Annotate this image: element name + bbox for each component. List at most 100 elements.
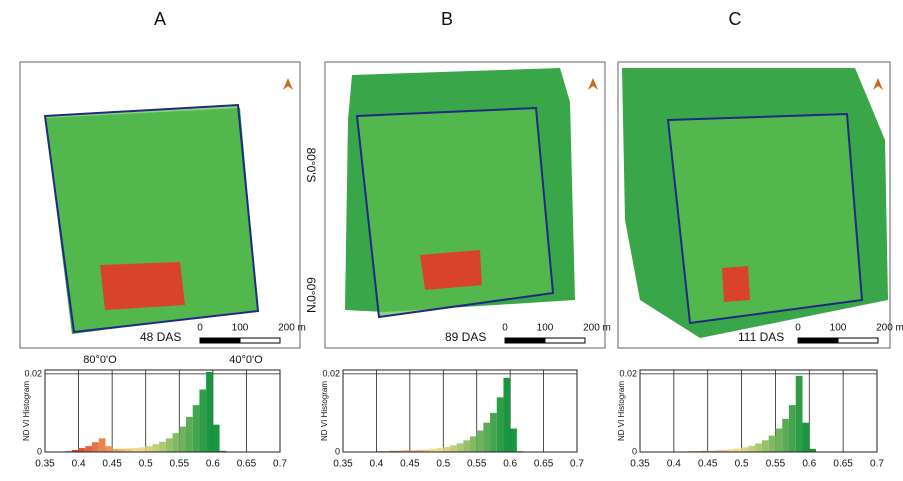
histogram-bar: [212, 424, 220, 452]
stressed-area: [420, 250, 482, 290]
scale-bar: [199, 337, 241, 344]
x-tick-label: 0.45: [698, 459, 718, 470]
histogram-bar: [139, 447, 146, 452]
x-tick-label: 0.45: [102, 459, 122, 470]
x-tick-label: 0.4: [667, 459, 681, 470]
scale-label: 100: [232, 323, 249, 334]
crop-field: [357, 108, 553, 317]
histogram-bar: [389, 450, 397, 452]
plot-frame: [342, 369, 578, 453]
x-tick-label: 0.5: [735, 459, 749, 470]
x-tick-label: 0.7: [273, 459, 287, 470]
histogram-bar: [199, 389, 207, 452]
histogram-bar: [496, 397, 504, 452]
das-label: 48 DAS: [140, 330, 181, 344]
scale-bar: [544, 337, 586, 344]
x-tick-label: 0.35: [333, 459, 353, 470]
lon-label: 80°0'O: [83, 354, 117, 366]
histogram-bar: [118, 448, 126, 452]
crop-field: [45, 105, 258, 332]
histogram-bar: [429, 448, 437, 452]
histogram-bar: [105, 446, 113, 452]
y-axis-label: ND VI Histogram: [320, 381, 329, 441]
x-tick-label: 0.35: [35, 459, 55, 470]
scale-label: 200 m: [583, 323, 611, 334]
das-label: 111 DAS: [738, 330, 784, 344]
lat-label: 60°0'N: [304, 277, 318, 313]
y-tick-label: 0: [632, 446, 637, 456]
histogram-bar: [78, 448, 86, 452]
histogram-bar: [470, 436, 477, 452]
histogram-bar: [449, 445, 457, 452]
x-tick-label: 0.55: [467, 459, 487, 470]
plot-frame: [44, 369, 281, 453]
histogram-bar: [436, 448, 444, 452]
y-tick-label: 0.02: [619, 368, 637, 378]
histogram-bar: [741, 447, 749, 452]
stressed-area: [100, 262, 185, 310]
study-boundary: [355, 106, 555, 319]
histogram-bar: [788, 405, 796, 452]
x-tick-label: 0.6: [503, 459, 517, 470]
histogram-bar: [728, 449, 735, 452]
histogram-bar: [92, 442, 99, 452]
histogram-bar: [490, 412, 497, 452]
study-boundary: [43, 103, 260, 334]
y-axis-label: ND VI Histogram: [22, 381, 31, 441]
y-tick-label: 0: [335, 446, 340, 456]
histogram-bar: [186, 416, 193, 452]
north-arrow: [588, 78, 598, 90]
histogram-bar: [443, 446, 450, 452]
scale-label: 0: [502, 323, 508, 334]
histogram-bar: [159, 441, 166, 452]
histogram-bar: [98, 438, 106, 452]
x-tick-label: 0.65: [833, 459, 853, 470]
scale-bar: [797, 337, 839, 344]
x-tick-label: 0.4: [369, 459, 383, 470]
scale-label: 0: [197, 323, 203, 334]
histogram-bar: [125, 448, 133, 452]
x-tick-label: 0.7: [570, 459, 584, 470]
x-tick-label: 0.65: [534, 459, 554, 470]
scale-label: 100: [830, 323, 847, 334]
lon-label: 40°0'O: [229, 354, 263, 366]
histogram-bar: [132, 448, 139, 452]
histogram-bar: [396, 450, 404, 452]
histogram-bar: [714, 450, 722, 452]
histogram-bar: [423, 449, 430, 452]
x-tick-label: 0.6: [206, 459, 220, 470]
histogram-bar: [409, 450, 417, 452]
histogram-bar: [179, 426, 186, 452]
histogram-bar: [483, 422, 491, 452]
north-arrow: [283, 78, 293, 90]
panel-title: C: [729, 9, 742, 29]
histogram-bar: [165, 438, 173, 452]
x-tick-label: 0.35: [630, 459, 650, 470]
y-tick-label: 0: [37, 446, 42, 456]
x-tick-label: 0.5: [436, 459, 450, 470]
y-tick-label: 0.02: [322, 368, 340, 378]
crop-field: [668, 114, 862, 323]
scale-label: 100: [537, 323, 554, 334]
histogram-bar: [748, 445, 756, 452]
study-boundary: [666, 112, 864, 325]
x-tick-label: 0.6: [802, 459, 816, 470]
panel-title: B: [441, 9, 453, 29]
x-tick-label: 0.55: [170, 459, 190, 470]
histogram-bar: [112, 448, 119, 452]
histogram-bar: [510, 428, 517, 452]
histogram-bar: [463, 440, 471, 452]
histogram-bar: [416, 450, 424, 452]
histogram-bar: [456, 443, 464, 452]
histogram-bar: [85, 446, 92, 452]
das-label: 89 DAS: [445, 330, 486, 344]
scale-label: 0: [795, 323, 801, 334]
histogram-bar: [71, 450, 79, 452]
y-axis-label: ND VI Histogram: [617, 381, 626, 441]
histogram-bar: [476, 430, 484, 452]
histogram-bar: [145, 446, 153, 452]
histogram-bar: [809, 448, 817, 452]
plot-frame: [639, 369, 878, 453]
scale-label: 200 m: [876, 323, 903, 334]
